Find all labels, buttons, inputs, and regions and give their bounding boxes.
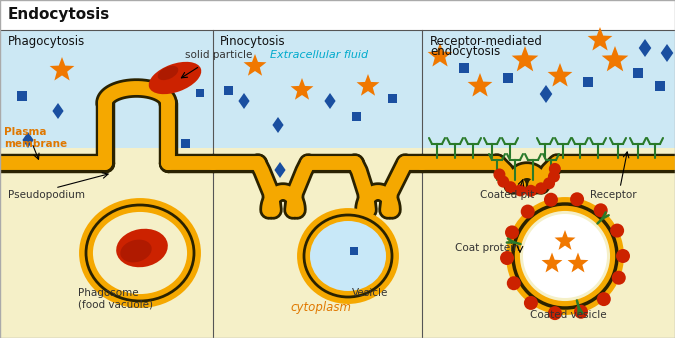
Circle shape	[610, 223, 624, 238]
Bar	[352, 112, 360, 121]
Circle shape	[548, 170, 560, 183]
Polygon shape	[540, 85, 552, 103]
Circle shape	[500, 251, 514, 265]
Polygon shape	[555, 230, 576, 250]
Polygon shape	[50, 57, 74, 80]
Bar	[459, 63, 469, 73]
Polygon shape	[290, 78, 313, 100]
Ellipse shape	[158, 66, 178, 80]
Text: Pseudopodium: Pseudopodium	[8, 190, 85, 200]
Ellipse shape	[513, 204, 617, 308]
Text: cytoplasm: cytoplasm	[290, 301, 351, 314]
Polygon shape	[275, 162, 286, 178]
Ellipse shape	[304, 215, 392, 297]
Bar	[17, 91, 27, 101]
Ellipse shape	[523, 214, 607, 298]
Bar	[0, 0, 675, 30]
Text: Vesicle: Vesicle	[352, 288, 388, 298]
Circle shape	[524, 296, 538, 310]
Ellipse shape	[86, 205, 194, 301]
Ellipse shape	[310, 221, 386, 291]
Text: Coat protein: Coat protein	[455, 243, 520, 253]
Circle shape	[594, 203, 608, 217]
Bar	[655, 81, 665, 91]
Circle shape	[549, 163, 561, 175]
Ellipse shape	[120, 240, 152, 262]
Circle shape	[544, 193, 558, 207]
Polygon shape	[244, 54, 267, 76]
Polygon shape	[512, 46, 539, 71]
Text: Plasma
membrane: Plasma membrane	[4, 127, 67, 149]
Circle shape	[493, 168, 506, 180]
Circle shape	[514, 185, 526, 196]
Text: endocytosis: endocytosis	[430, 45, 500, 58]
Polygon shape	[428, 43, 452, 67]
Text: solid particle: solid particle	[185, 50, 252, 60]
Text: Endocytosis: Endocytosis	[8, 7, 110, 23]
Circle shape	[597, 292, 611, 306]
Bar	[387, 94, 396, 102]
Text: Extracellular fluid: Extracellular fluid	[270, 50, 368, 60]
Circle shape	[570, 192, 584, 206]
Circle shape	[497, 176, 509, 188]
Text: Phagosome
(food vacuole): Phagosome (food vacuole)	[78, 288, 153, 310]
Bar	[633, 68, 643, 78]
Polygon shape	[356, 74, 379, 96]
Circle shape	[525, 185, 537, 197]
Text: Pinocytosis: Pinocytosis	[220, 35, 286, 48]
Circle shape	[505, 225, 519, 239]
Polygon shape	[53, 103, 63, 119]
Ellipse shape	[148, 62, 201, 94]
Polygon shape	[661, 44, 673, 62]
Text: Coated vesicle: Coated vesicle	[530, 310, 607, 320]
Bar	[350, 247, 358, 255]
Ellipse shape	[116, 229, 168, 267]
Circle shape	[560, 251, 570, 261]
Bar	[180, 139, 190, 147]
Circle shape	[507, 276, 521, 290]
Polygon shape	[547, 63, 572, 87]
Circle shape	[574, 305, 588, 319]
Polygon shape	[601, 46, 628, 71]
Bar	[223, 86, 232, 95]
Polygon shape	[22, 132, 34, 148]
Text: Receptor-mediated: Receptor-mediated	[430, 35, 543, 48]
Bar	[503, 73, 513, 83]
Bar	[196, 89, 204, 97]
Polygon shape	[238, 93, 250, 109]
Polygon shape	[273, 117, 284, 133]
Polygon shape	[468, 73, 492, 97]
Polygon shape	[639, 39, 651, 57]
Circle shape	[520, 204, 535, 219]
Circle shape	[504, 181, 516, 193]
Polygon shape	[541, 252, 562, 272]
Circle shape	[616, 249, 630, 263]
Circle shape	[548, 306, 562, 320]
Polygon shape	[588, 27, 612, 50]
Text: Phagocytosis: Phagocytosis	[8, 35, 85, 48]
Bar	[0, 148, 675, 338]
Circle shape	[535, 182, 547, 194]
Circle shape	[543, 177, 555, 189]
Text: Receptor: Receptor	[590, 190, 637, 200]
Polygon shape	[568, 252, 589, 272]
Polygon shape	[325, 93, 335, 109]
Circle shape	[612, 271, 626, 285]
Bar	[583, 77, 593, 87]
Text: Coated pit: Coated pit	[480, 190, 534, 200]
Bar	[0, 30, 675, 148]
